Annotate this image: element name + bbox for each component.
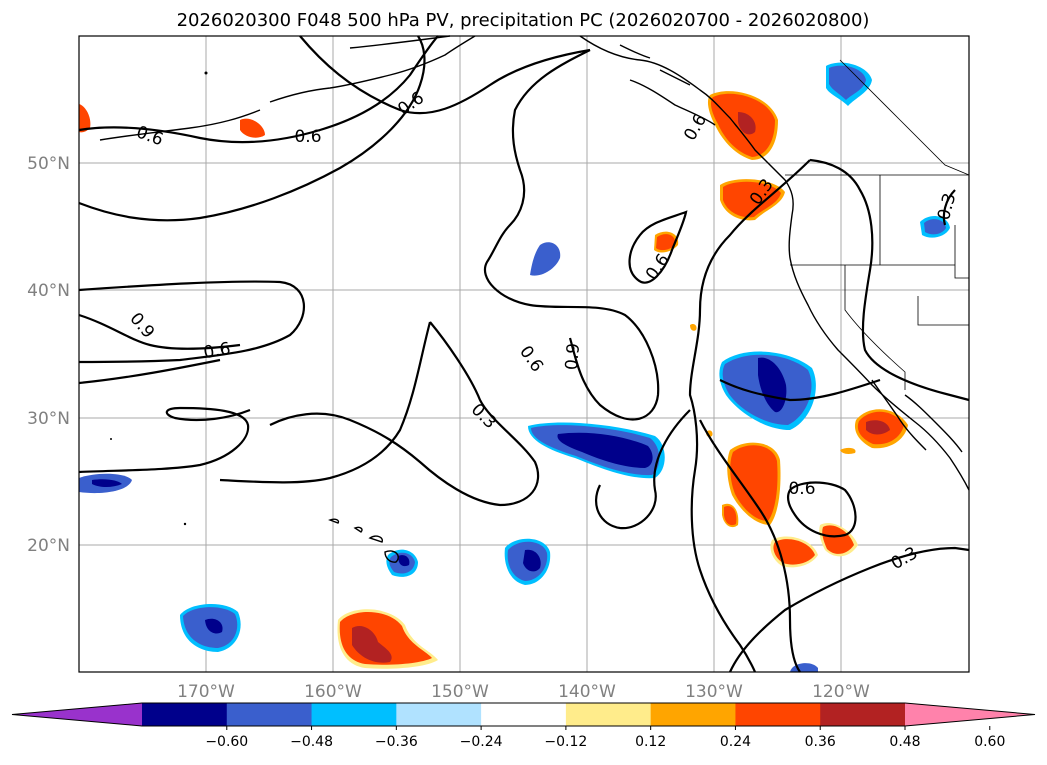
contour-label: 0.6 bbox=[202, 339, 232, 363]
colorbar-tick-label: −0.48 bbox=[290, 734, 333, 750]
colorbar-segment bbox=[905, 703, 1035, 726]
colorbar-outline bbox=[11, 702, 1036, 727]
colorbar-tick-label: −0.12 bbox=[544, 734, 587, 750]
lat-tick-label: 40°N bbox=[27, 281, 70, 301]
lat-tick-label: 50°N bbox=[27, 154, 70, 174]
colorbar-segment bbox=[12, 703, 142, 726]
colorbar-tick-label: −0.60 bbox=[205, 734, 248, 750]
colorbar-tick-label: −0.36 bbox=[375, 734, 418, 750]
contour-label: 0.9 bbox=[562, 342, 584, 371]
precip-negative-southwest bbox=[180, 604, 241, 652]
map-frame bbox=[78, 35, 970, 673]
colorbar: −0.60 −0.48 −0.36 −0.24 −0.12 0.12 0.24 0.36 0.4… bbox=[11, 702, 1036, 750]
colorbar-tick-label: 0.60 bbox=[974, 734, 1005, 750]
precip-positive-west-edge bbox=[79, 104, 91, 133]
precipitation-fields bbox=[79, 62, 950, 672]
gridlines bbox=[79, 36, 969, 672]
latitude-ticks: 50°N 40°N 30°N 20°N bbox=[27, 154, 70, 556]
lon-tick-label: 170°W bbox=[177, 682, 235, 702]
colorbar-segment bbox=[311, 703, 397, 726]
lon-tick-label: 130°W bbox=[685, 682, 743, 702]
lat-tick-label: 20°N bbox=[27, 536, 70, 556]
colorbar-tick-label: 0.48 bbox=[889, 734, 920, 750]
political-borders bbox=[785, 59, 970, 390]
colorbar-segment bbox=[820, 703, 906, 726]
coastlines bbox=[99, 35, 970, 563]
colorbar-segment bbox=[650, 703, 736, 726]
precip-positive-baja bbox=[854, 409, 908, 449]
lon-tick-label: 120°W bbox=[812, 682, 870, 702]
colorbar-segment bbox=[565, 703, 652, 726]
precip-negative-hawaii bbox=[386, 549, 418, 577]
precip-negative-small-a bbox=[530, 242, 561, 276]
colorbar-segment bbox=[142, 703, 228, 726]
precip-positive-wa bbox=[720, 179, 785, 221]
precip-positive-bc bbox=[707, 91, 778, 160]
precip-positive-southwest bbox=[337, 609, 438, 669]
colorbar-tick-label: 0.24 bbox=[720, 734, 751, 750]
contour-label: 0.6 bbox=[788, 479, 815, 499]
precip-positive-small-c bbox=[240, 118, 265, 138]
pv-contours bbox=[78, 35, 970, 673]
colorbar-tick-label: −0.24 bbox=[460, 734, 503, 750]
precip-negative-central bbox=[528, 422, 665, 479]
precip-negative-south bbox=[504, 538, 551, 585]
precip-positive-tiny bbox=[840, 447, 856, 454]
lat-tick-label: 30°N bbox=[27, 409, 70, 429]
precip-positive-central bbox=[727, 442, 781, 525]
colorbar-segment bbox=[481, 703, 567, 726]
longitude-ticks: 170°W 160°W 150°W 140°W 130°W 120°W bbox=[177, 682, 870, 702]
colorbar-segment bbox=[735, 703, 821, 726]
lon-tick-label: 140°W bbox=[558, 682, 616, 702]
lon-tick-label: 160°W bbox=[304, 682, 362, 702]
colorbar-tick-label: 0.12 bbox=[635, 734, 666, 750]
contour-label: 0.6 bbox=[294, 127, 321, 147]
lon-tick-label: 150°W bbox=[431, 682, 489, 702]
colorbar-tick-label: 0.36 bbox=[805, 734, 836, 750]
colorbar-segment bbox=[396, 703, 482, 726]
figure-title: 2026020300 F048 500 hPa PV, precipitatio… bbox=[177, 10, 870, 31]
colorbar-segment bbox=[226, 703, 313, 726]
